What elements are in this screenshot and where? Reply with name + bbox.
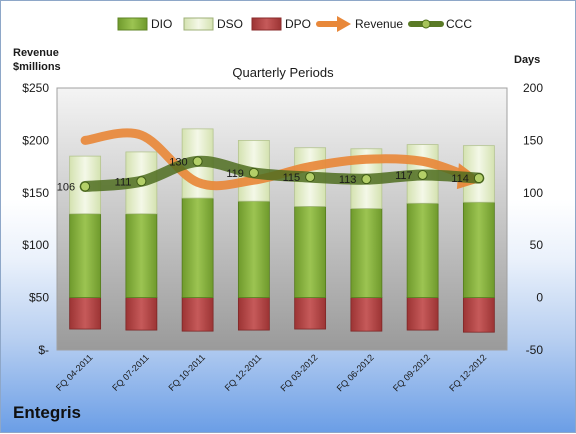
category-label: FQ 12-2012 bbox=[447, 352, 488, 393]
category-label: FQ 09-2012 bbox=[391, 352, 432, 393]
labels-layer: 106 111 130 119 115 113 117 114 bbox=[57, 156, 469, 193]
category-label: FQ 07-2011 bbox=[110, 352, 151, 393]
ccc-data-label: 106 bbox=[57, 182, 75, 194]
bar-dio bbox=[237, 200, 270, 299]
chart-title: Quarterly Periods bbox=[232, 65, 334, 80]
plot-area bbox=[56, 87, 508, 351]
left-axis-ticks: $- $50 $100 $150 $200 $250 bbox=[22, 81, 49, 357]
svg-text:DSO: DSO bbox=[217, 17, 243, 31]
bar-dpo bbox=[462, 297, 495, 333]
bar-dpo bbox=[69, 297, 102, 330]
bar-dpo bbox=[406, 297, 439, 331]
company-name: Entegris bbox=[13, 403, 82, 422]
ccc-data-label: 130 bbox=[169, 156, 187, 168]
left-axis-title-line1: Revenue bbox=[13, 47, 59, 59]
right-tick-label: 50 bbox=[530, 238, 544, 252]
right-tick-label: 150 bbox=[523, 133, 543, 147]
right-axis-title: Days bbox=[514, 54, 540, 66]
ccc-point bbox=[248, 167, 259, 178]
ccc-point bbox=[80, 181, 91, 192]
ccc-point bbox=[305, 172, 316, 183]
lines-layer bbox=[79, 128, 485, 193]
ccc-point bbox=[136, 176, 147, 187]
right-tick-label: 100 bbox=[523, 186, 543, 200]
bar-dio bbox=[294, 206, 327, 298]
bar-dio bbox=[350, 208, 383, 299]
ccc-point bbox=[473, 173, 484, 184]
svg-text:Revenue: Revenue bbox=[355, 17, 403, 31]
bar-dpo bbox=[181, 297, 214, 332]
ccc-data-label: 119 bbox=[226, 168, 244, 180]
left-tick-label: $250 bbox=[22, 81, 49, 95]
bar-dpo bbox=[125, 297, 158, 331]
left-axis-title-line2: $millions bbox=[13, 61, 61, 73]
bar-dpo bbox=[350, 297, 383, 332]
ccc-data-label: 115 bbox=[283, 172, 301, 184]
right-tick-label: 200 bbox=[523, 81, 543, 95]
right-tick-label: 0 bbox=[536, 291, 543, 305]
left-tick-label: $100 bbox=[22, 238, 49, 252]
legend-item-dso: DSO bbox=[183, 17, 243, 31]
bar-dio bbox=[462, 201, 495, 298]
ccc-point bbox=[361, 174, 372, 185]
legend-item-revenue: Revenue bbox=[316, 16, 403, 32]
ccc-point bbox=[192, 156, 203, 167]
category-label: FQ 06-2012 bbox=[335, 352, 376, 393]
bar-dio bbox=[69, 213, 102, 298]
ccc-data-label: 113 bbox=[339, 174, 357, 186]
category-labels: FQ 04-2011 FQ 07-2011 FQ 10-2011 FQ 12-2011… bbox=[54, 352, 488, 393]
svg-text:DIO: DIO bbox=[151, 17, 172, 31]
right-tick-label: -50 bbox=[526, 343, 544, 357]
category-label: FQ 04-2011 bbox=[54, 352, 95, 393]
bar-dio bbox=[125, 213, 158, 298]
legend: DIO DSO DPO Revenue CCC bbox=[117, 16, 472, 32]
left-tick-label: $150 bbox=[22, 186, 49, 200]
legend-item-dio: DIO bbox=[117, 17, 172, 31]
category-label: FQ 12-2011 bbox=[223, 352, 264, 393]
ccc-data-label: 114 bbox=[451, 173, 469, 185]
svg-text:CCC: CCC bbox=[446, 17, 472, 31]
bar-dio bbox=[181, 197, 214, 298]
bar-dpo bbox=[294, 297, 327, 330]
left-tick-label: $200 bbox=[22, 133, 49, 147]
legend-item-ccc: CCC bbox=[408, 17, 472, 31]
ccc-data-label: 117 bbox=[395, 170, 413, 182]
category-label: FQ 03-2012 bbox=[279, 352, 320, 393]
svg-text:DPO: DPO bbox=[285, 17, 311, 31]
ccc-data-label: 111 bbox=[115, 176, 132, 188]
ccc-point bbox=[417, 169, 428, 180]
legend-item-dpo: DPO bbox=[251, 17, 311, 31]
bar-dio bbox=[406, 202, 439, 298]
right-axis-ticks: -50 0 50 100 150 200 bbox=[523, 81, 543, 357]
bar-dpo bbox=[237, 297, 270, 331]
category-label: FQ 10-2011 bbox=[166, 352, 207, 393]
left-tick-label: $- bbox=[38, 343, 49, 357]
left-tick-label: $50 bbox=[29, 291, 49, 305]
